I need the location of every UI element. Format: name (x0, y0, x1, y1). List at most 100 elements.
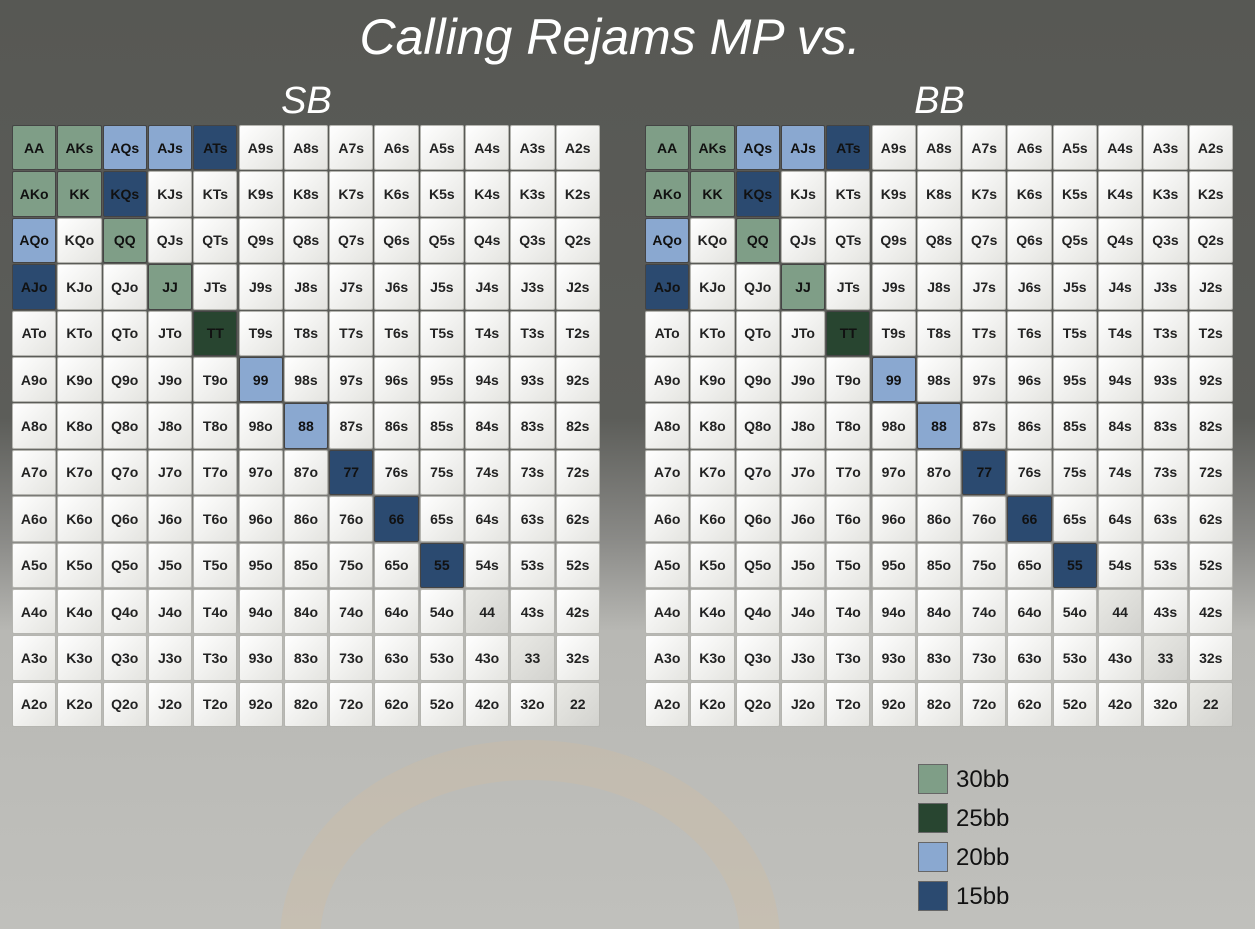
hand-cell: J7s (329, 264, 374, 310)
hand-cell: J5o (147, 542, 193, 588)
hand-cell: A2o (12, 681, 57, 728)
legend-label: 15bb (956, 883, 1010, 910)
hand-cell: 86s (374, 403, 419, 449)
hand-cell: Q5o (102, 542, 147, 588)
hand-cell: T2s (1188, 310, 1233, 356)
hand-cell: 93s (510, 357, 555, 403)
hand-cell: T9s (871, 310, 916, 356)
hand-cell: ATo (645, 310, 690, 356)
hand-cell: 98s (916, 357, 962, 403)
hand-cell: 86o (283, 496, 329, 542)
hand-cell: 85o (283, 542, 329, 588)
hand-cell: QJs (147, 217, 193, 264)
hand-cell: K4s (1098, 171, 1143, 217)
hand-cell: Q3s (510, 217, 555, 264)
hand-cell: T6o (826, 496, 871, 542)
hand-cell: JTs (193, 264, 238, 310)
hand-cell: Q6o (735, 496, 780, 542)
hand-cell: 83s (510, 403, 555, 449)
hand-cell: AJs (780, 125, 826, 171)
hand-cell: ATo (12, 310, 57, 356)
hand-cell: 74o (962, 589, 1007, 635)
hand-cell: 63s (510, 496, 555, 542)
hand-cell: 44 (465, 589, 510, 635)
hand-cell: Q4s (1098, 217, 1143, 264)
hand-cell: AJo (645, 264, 690, 310)
hand-cell: KQo (57, 217, 102, 264)
hand-cell: QJs (780, 217, 826, 264)
legend-label: 20bb (956, 844, 1010, 871)
hand-cell: T7s (329, 310, 374, 356)
hand-cell: 94o (871, 589, 916, 635)
hand-cell: 82o (283, 681, 329, 728)
hand-cell: A4s (465, 125, 510, 171)
hand-cell: Q2o (735, 681, 780, 728)
hand-cell: QTo (102, 310, 147, 356)
hand-cell: 55 (419, 542, 464, 588)
hand-cell: ATs (826, 125, 871, 171)
hand-cell: J2s (1188, 264, 1233, 310)
hand-cell: 82s (1188, 403, 1233, 449)
hand-cell: 93s (1143, 357, 1188, 403)
hand-cell: A9o (12, 357, 57, 403)
hand-cell: 86s (1007, 403, 1052, 449)
hand-cell: K9s (238, 171, 283, 217)
hand-cell: 63o (1007, 635, 1052, 681)
hand-cell: 32o (510, 681, 555, 728)
hand-cell: 52o (419, 681, 464, 728)
hand-cell: 77 (329, 449, 374, 496)
hand-cell: KJo (57, 264, 102, 310)
hand-cell: 82o (916, 681, 962, 728)
hand-cell: 84s (1098, 403, 1143, 449)
hand-cell: Q6o (102, 496, 147, 542)
hand-cell: K4o (57, 589, 102, 635)
hand-cell: 73o (329, 635, 374, 681)
hand-cell: T5s (1052, 310, 1097, 356)
hand-cell: Q6s (1007, 217, 1052, 264)
hand-cell: K6s (1007, 171, 1052, 217)
hand-cell: 32s (555, 635, 600, 681)
hand-cell: QJo (102, 264, 147, 310)
hand-cell: 76o (329, 496, 374, 542)
hand-cell: Q4o (102, 589, 147, 635)
hand-cell: T6o (193, 496, 238, 542)
hand-cell: K9o (690, 357, 735, 403)
hand-cell: 85o (916, 542, 962, 588)
hand-cell: 83o (283, 635, 329, 681)
hand-cell: Q4o (735, 589, 780, 635)
hand-cell: T4o (193, 589, 238, 635)
hand-cell: 92o (871, 681, 916, 728)
hand-cell: K9s (871, 171, 916, 217)
hand-cell: 43s (510, 589, 555, 635)
hand-cell: KTs (193, 171, 238, 217)
hand-cell: J6s (1007, 264, 1052, 310)
hand-cell: T6s (374, 310, 419, 356)
hand-cell: KQs (102, 171, 147, 217)
hand-cell: T5o (826, 542, 871, 588)
hand-cell: K6s (374, 171, 419, 217)
hand-cell: 73o (962, 635, 1007, 681)
hand-cell: 42o (465, 681, 510, 728)
hand-cell: AKo (12, 171, 57, 217)
hand-cell: J3o (147, 635, 193, 681)
hand-cell: J6o (147, 496, 193, 542)
hand-cell: 85s (419, 403, 464, 449)
hand-cell: T5o (193, 542, 238, 588)
title: Calling Rejams MP vs. (359, 9, 861, 65)
hand-cell: A3s (510, 125, 555, 171)
hand-cell: K6o (690, 496, 735, 542)
hand-cell: KJo (690, 264, 735, 310)
hand-cell: K8o (690, 403, 735, 449)
hand-cell: 95s (1052, 357, 1097, 403)
hand-cell: 42o (1098, 681, 1143, 728)
hand-cell: K5o (690, 542, 735, 588)
hand-cell: KJs (780, 171, 826, 217)
hand-cell: 96s (374, 357, 419, 403)
hand-cell: J3s (1143, 264, 1188, 310)
hand-cell: A7o (12, 449, 57, 496)
hand-cell: A4s (1098, 125, 1143, 171)
hand-cell: A4o (645, 589, 690, 635)
hand-cell: JTo (780, 310, 826, 356)
hand-cell: Q6s (374, 217, 419, 264)
